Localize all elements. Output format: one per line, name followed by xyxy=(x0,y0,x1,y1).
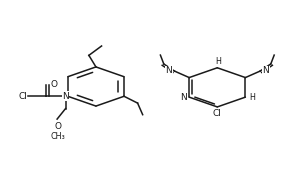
Text: Cl: Cl xyxy=(213,109,222,118)
Text: N: N xyxy=(62,92,69,101)
Text: Cl: Cl xyxy=(18,92,27,101)
Text: O: O xyxy=(54,122,62,131)
Text: N: N xyxy=(180,93,187,102)
Text: H: H xyxy=(215,57,221,66)
Text: O: O xyxy=(51,80,58,89)
Text: H: H xyxy=(249,93,255,102)
Text: N: N xyxy=(262,66,269,75)
Text: CH₃: CH₃ xyxy=(50,132,65,141)
Text: N: N xyxy=(166,66,172,75)
